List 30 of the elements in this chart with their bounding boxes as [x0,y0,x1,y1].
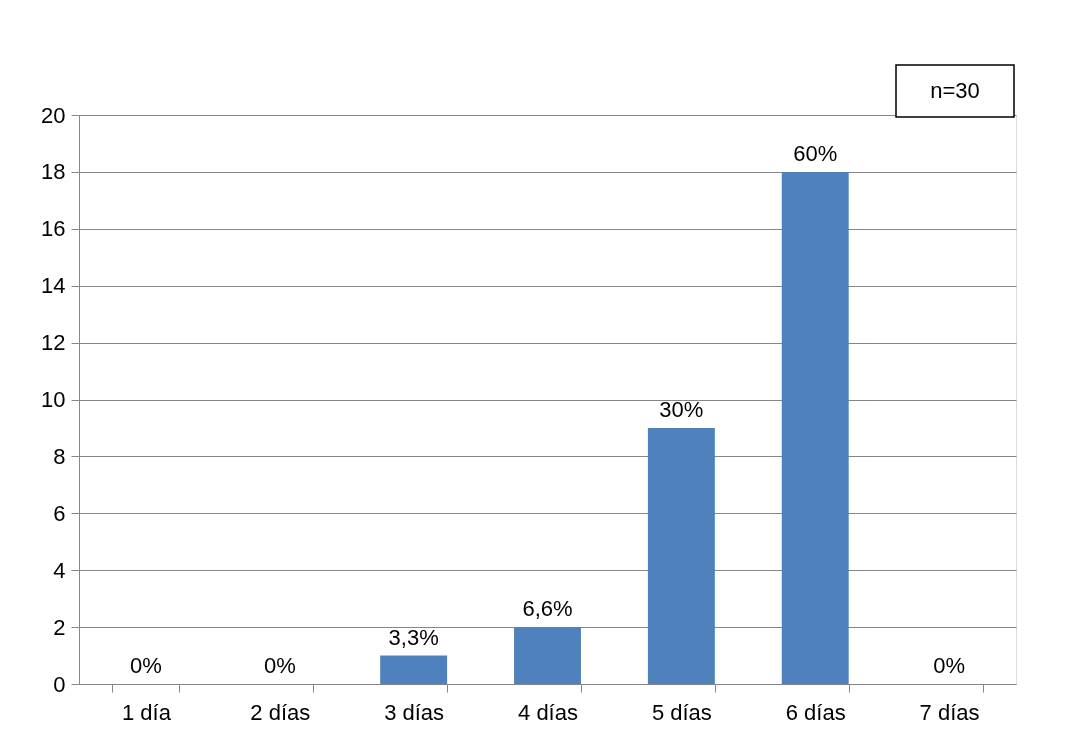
x-tick-label: 3 días [384,699,445,725]
x-tick-label: 7 días [919,699,980,725]
y-tick-label: 6 [53,500,66,526]
x-tick-label: 1 día [121,699,172,725]
annotation: 0% [130,653,162,678]
y-tick-label: 2 [53,614,66,640]
annotation: 6,6% [522,596,573,622]
y-tick-label: 20 [41,102,66,128]
x-tick-label: 5 días [651,699,712,725]
y-tick-label: 0 [53,671,66,697]
annotation: 3,3% [388,624,439,650]
annotation: 0% [263,653,296,678]
y-tick-label: 4 [53,557,66,583]
y-tick-label: 8 [53,443,66,469]
annotation: 30% [659,396,704,422]
x-tick-label: 4 días [518,699,578,725]
y-tick-label: 12 [41,330,66,356]
y-tick-label: 14 [41,273,66,299]
text: n=30 [930,78,980,103]
bar [514,627,581,684]
bar [781,171,849,684]
annotation: 0% [933,653,965,678]
annotation: 60% [793,140,838,166]
y-tick-label: 18 [41,159,66,185]
x-tick-label: 6 días [785,699,846,725]
x-tick-label: 2 días [250,699,311,725]
bar [380,655,448,684]
y-tick-label: 16 [41,216,66,242]
y-tick-label: 10 [41,387,66,412]
bar [647,427,715,684]
